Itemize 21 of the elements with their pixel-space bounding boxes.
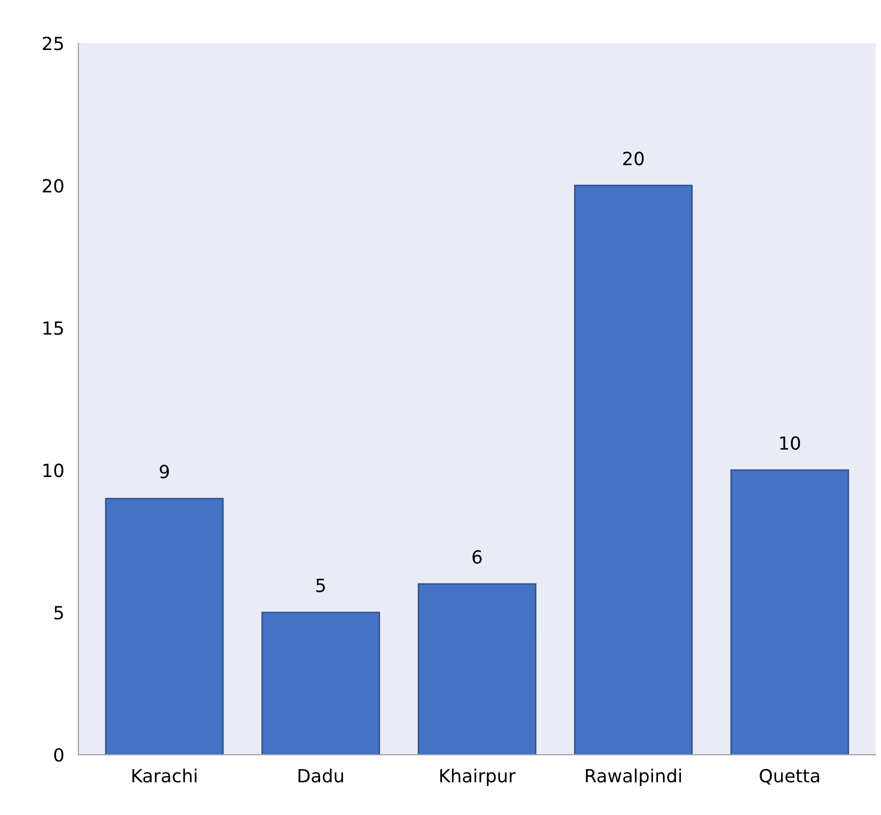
y-tick-label: 0: [54, 748, 64, 762]
bar: [574, 184, 693, 755]
x-tick-label: Karachi: [132, 768, 196, 783]
x-tick-label: Quetta: [760, 768, 820, 785]
y-tick-label: 20: [42, 178, 64, 193]
x-tick-label: Rawalpindi: [586, 768, 681, 786]
y-tick-label: 5: [54, 606, 63, 620]
data-label: 10: [780, 436, 800, 450]
bar: [261, 612, 380, 755]
y-tick-label: 25: [42, 36, 63, 50]
data-label: 9: [160, 464, 169, 478]
y-tick-label: 15: [44, 321, 63, 335]
data-label: 6: [472, 550, 482, 564]
data-label: 20: [623, 152, 644, 166]
bar: [105, 498, 224, 755]
x-tick-label: Dadu: [298, 768, 344, 783]
x-tick-label: Khairpur: [440, 768, 516, 786]
data-label: 5: [316, 578, 325, 592]
bar: [730, 469, 850, 755]
y-tick-label: 10: [44, 464, 64, 478]
bar: [418, 583, 536, 755]
